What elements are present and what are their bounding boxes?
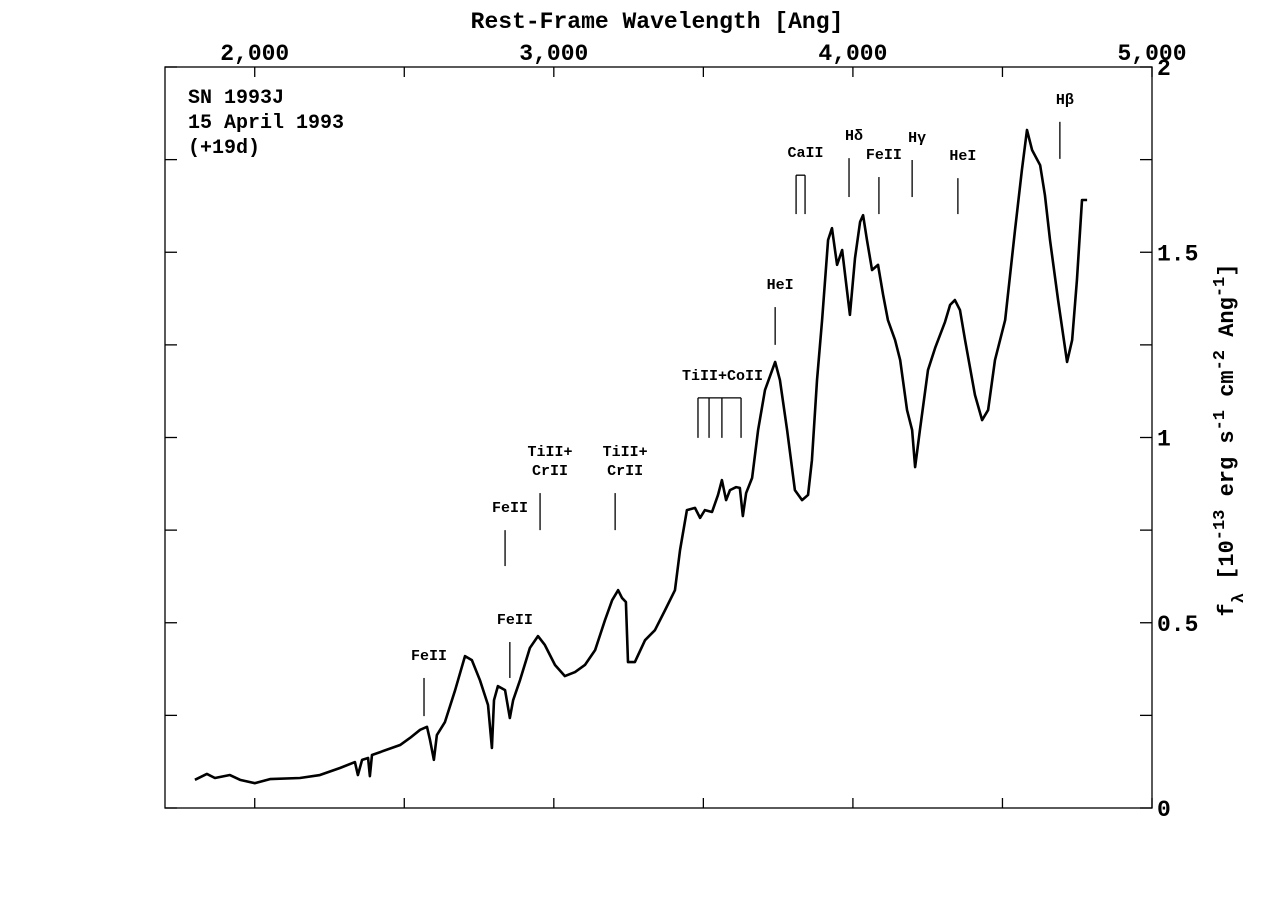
info-text: 15 April 1993	[188, 112, 344, 135]
x-tick-label: 2,000	[220, 41, 289, 67]
info-text: SN 1993J	[188, 87, 284, 110]
y-axis-title-part: λ	[1230, 593, 1249, 603]
y-axis-title-part: -13	[1211, 510, 1230, 541]
line-label: TiII+	[603, 444, 648, 461]
line-label: FeII	[492, 500, 528, 517]
x-axis-title: Rest-Frame Wavelength [Ang]	[471, 9, 844, 35]
y-axis-title-part: -2	[1211, 350, 1230, 370]
x-tick-label: 3,000	[519, 41, 588, 67]
y-axis-title: fλ [10-13 erg s-1 cm-2 Ang-1]	[1211, 264, 1249, 617]
line-label: CaII	[788, 145, 824, 162]
y-axis-title-part: cm	[1215, 370, 1240, 410]
y-tick-label: 1.5	[1157, 241, 1198, 267]
line-label: TiII+CoII	[682, 368, 763, 385]
y-axis-title-part: -1	[1211, 410, 1230, 430]
line-label: FeII	[497, 612, 533, 629]
y-axis-title-part: f	[1215, 603, 1240, 616]
y-tick-label: 2	[1157, 56, 1171, 82]
y-tick-label: 0.5	[1157, 612, 1198, 638]
line-label: HeI	[949, 148, 976, 165]
line-label: Hδ	[845, 128, 863, 145]
y-axis-title-part: [10	[1215, 540, 1240, 593]
line-label: FeII	[411, 648, 447, 665]
line-label: FeII	[866, 147, 902, 164]
line-label: CrII	[607, 463, 643, 480]
x-tick-label: 5,000	[1117, 41, 1186, 67]
y-axis-title-part: erg s	[1215, 430, 1240, 509]
y-axis-title-part: ]	[1215, 264, 1240, 277]
y-axis-title-part: Ang	[1215, 297, 1240, 350]
y-tick-label: 1	[1157, 427, 1171, 453]
plot-frame	[164, 66, 1153, 809]
line-label: TiII+	[528, 444, 573, 461]
spectrum-line	[194, 128, 1088, 785]
line-label: CrII	[532, 463, 568, 480]
line-label: HeI	[767, 277, 794, 294]
y-tick-label: 0	[1157, 797, 1171, 823]
x-tick-label: 4,000	[818, 41, 887, 67]
line-label: Hγ	[908, 130, 926, 147]
info-text: (+19d)	[188, 137, 260, 160]
line-label: Hβ	[1056, 92, 1074, 109]
y-axis-title-part: -1	[1211, 277, 1230, 297]
